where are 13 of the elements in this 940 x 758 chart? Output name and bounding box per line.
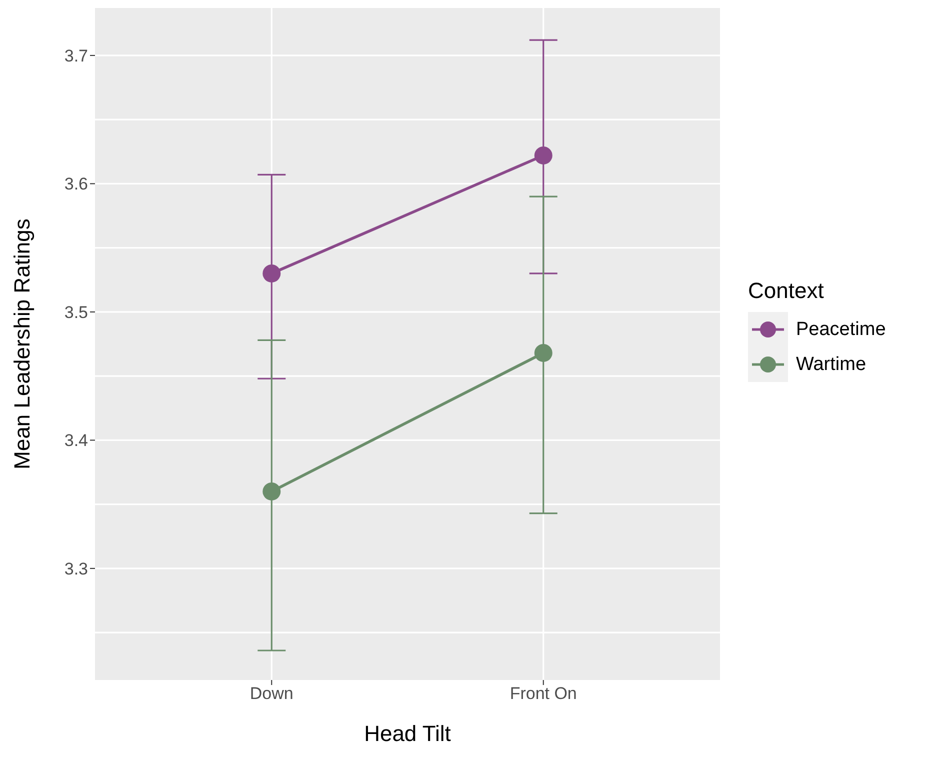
point — [262, 264, 281, 282]
legend-title: Context — [748, 278, 825, 304]
legend-label: Peacetime — [796, 318, 886, 340]
y-tick-label: 3.7 — [64, 46, 88, 66]
x-tick-label: Front On — [510, 684, 577, 704]
x-tick-label: Down — [250, 684, 294, 704]
y-tick-label: 3.3 — [64, 559, 88, 578]
x-axis-title: Head Tilt — [364, 721, 451, 746]
y-tick-label: 3.6 — [64, 174, 88, 194]
y-tick-label: 3.4 — [64, 431, 88, 450]
y-axis-title: Mean Leadership Ratings — [10, 218, 34, 470]
y-tick-label: 3.5 — [64, 302, 88, 322]
legend-label: Wartime — [796, 354, 866, 376]
